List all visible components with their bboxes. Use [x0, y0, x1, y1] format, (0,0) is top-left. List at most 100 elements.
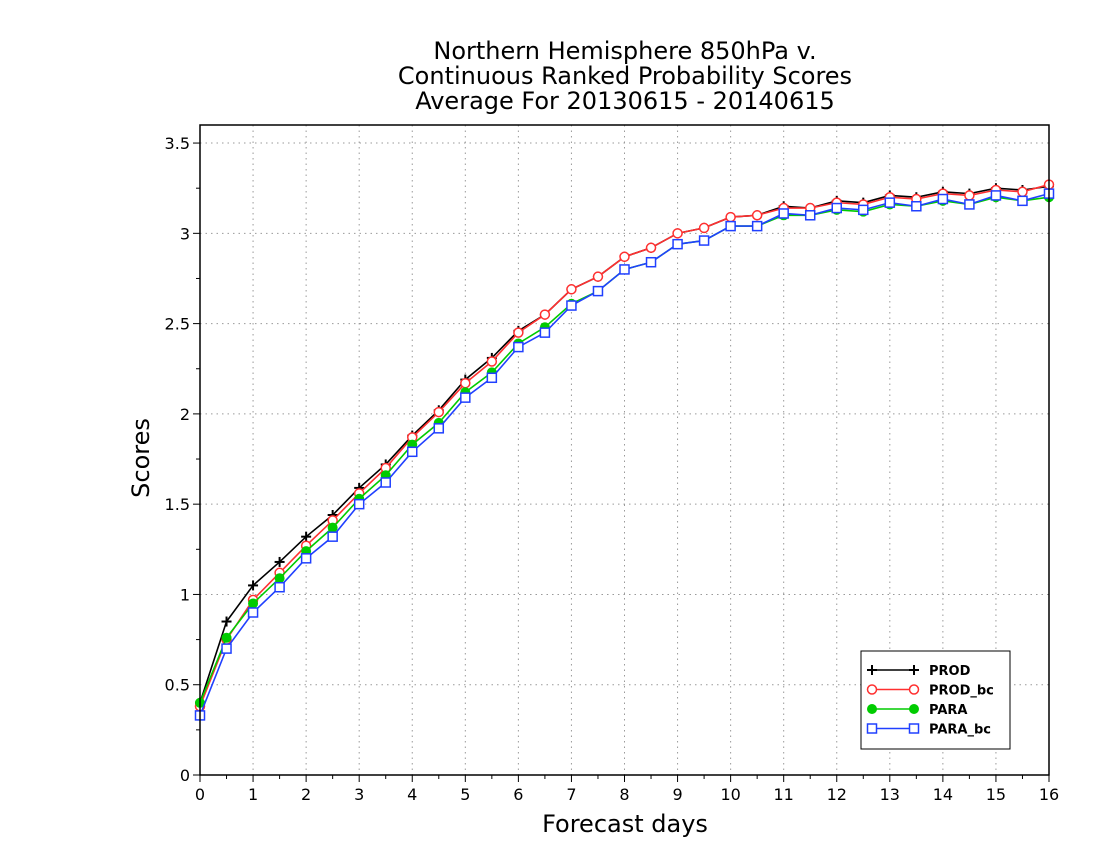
open-square-marker: [486, 372, 498, 384]
open-square-marker: [247, 607, 259, 618]
open-circle-marker: [486, 356, 498, 367]
legend-label: PARA: [929, 703, 967, 718]
open-square-marker: [908, 723, 920, 734]
x-axis-ticks: 0 1 2 3 4 5 6 7 8 9 10 11 12 13 14 15 16: [195, 775, 1059, 804]
filled-circle-marker: [327, 522, 338, 533]
open-square-marker: [513, 341, 524, 353]
open-square-marker: [619, 264, 630, 275]
plus-marker: [274, 556, 285, 567]
open-square-marker: [884, 197, 896, 208]
open-circle-marker: [433, 406, 445, 418]
filled-circle-marker: [909, 704, 919, 714]
y-tick-label: 3.5: [165, 134, 190, 153]
legend-box: [860, 650, 1011, 750]
open-square-marker: [990, 190, 1002, 201]
open-circle-marker: [751, 210, 763, 221]
title-line-3: Average For 20130615 - 20140615: [415, 87, 835, 115]
x-tick-label: 6: [513, 785, 523, 804]
open-circle-marker: [866, 684, 878, 695]
y-tick-label: 2.5: [165, 315, 190, 334]
plus-marker: [909, 665, 919, 675]
x-tick-label: 3: [354, 785, 364, 804]
x-tick-label: 11: [774, 785, 794, 804]
open-square-marker: [778, 208, 789, 219]
open-square-marker: [407, 446, 418, 458]
open-circle-marker: [672, 228, 683, 239]
open-square-marker: [592, 285, 604, 297]
open-circle-marker: [698, 222, 710, 234]
open-square-marker: [964, 199, 975, 210]
open-square-marker: [866, 723, 878, 734]
x-tick-label: 7: [566, 785, 576, 804]
open-square-marker: [672, 238, 683, 250]
filled-circle-marker: [221, 632, 232, 643]
filled-circle-marker: [248, 598, 259, 609]
open-square-marker: [911, 201, 922, 212]
y-tick-label: 1.5: [165, 495, 190, 514]
y-tick-label: 2: [180, 405, 190, 424]
open-square-marker: [380, 477, 391, 488]
open-square-marker: [460, 392, 471, 403]
legend-item: PROD: [867, 664, 971, 679]
x-tick-label: 16: [1039, 785, 1059, 804]
open-square-marker: [327, 531, 338, 542]
open-circle-marker: [619, 251, 630, 263]
series-para-bc: [194, 188, 1055, 721]
open-circle-marker: [513, 327, 524, 338]
legend: PROD PROD_bc PARA PARA_bc: [860, 650, 1011, 750]
x-tick-label: 13: [880, 785, 900, 804]
title-line-2: Continuous Ranked Probability Scores: [398, 62, 852, 90]
open-square-marker: [858, 204, 869, 216]
open-square-marker: [937, 193, 949, 205]
x-tick-label: 0: [195, 785, 205, 804]
y-tick-label: 0.5: [165, 676, 190, 695]
legend-item: PARA: [867, 703, 967, 718]
legend-label: PROD_bc: [929, 684, 994, 699]
open-square-marker: [831, 202, 842, 214]
filled-circle-marker: [274, 573, 285, 584]
x-tick-label: 10: [720, 785, 740, 804]
open-circle-marker: [592, 271, 604, 282]
open-square-marker: [804, 210, 816, 221]
y-axis-label: Scores: [127, 418, 155, 498]
y-axis-ticks: 0 0.5 1 1.5 2 2.5 3 3.5: [165, 134, 200, 785]
x-tick-label: 2: [301, 785, 311, 804]
open-square-marker: [566, 300, 577, 311]
legend-item: PARA_bc: [866, 723, 991, 738]
open-circle-marker: [645, 242, 657, 254]
plus-marker: [221, 616, 232, 627]
y-tick-label: 1: [180, 585, 190, 604]
open-circle-marker: [964, 190, 975, 201]
open-square-marker: [274, 581, 285, 593]
x-axis-label: Forecast days: [542, 810, 708, 838]
x-tick-label: 1: [248, 785, 258, 804]
x-tick-label: 4: [407, 785, 417, 804]
open-square-marker: [1017, 195, 1028, 207]
open-square-marker: [725, 220, 736, 232]
x-tick-label: 15: [986, 785, 1006, 804]
open-square-marker: [433, 423, 445, 434]
plus-marker: [301, 531, 312, 542]
open-circle-marker: [566, 284, 577, 295]
plus-marker: [867, 665, 877, 675]
legend-item: PROD_bc: [866, 684, 994, 699]
title-line-1: Northern Hemisphere 850hPa v.: [433, 37, 816, 65]
chart-title: Northern Hemisphere 850hPa v. Continuous…: [398, 37, 852, 115]
legend-label: PARA_bc: [929, 723, 991, 738]
y-tick-label: 3: [180, 224, 190, 243]
plus-marker: [248, 580, 259, 591]
open-circle-marker: [908, 684, 920, 695]
open-circle-marker: [460, 377, 471, 389]
open-square-marker: [300, 553, 312, 564]
x-tick-label: 8: [619, 785, 629, 804]
x-tick-label: 5: [460, 785, 470, 804]
filled-circle-marker: [867, 704, 877, 714]
open-circle-marker: [539, 309, 551, 320]
open-square-marker: [698, 235, 710, 246]
open-circle-marker: [1017, 186, 1028, 198]
y-tick-label: 0: [180, 766, 190, 785]
x-tick-label: 14: [933, 785, 953, 804]
open-square-marker: [645, 256, 657, 268]
open-square-marker: [539, 327, 551, 338]
